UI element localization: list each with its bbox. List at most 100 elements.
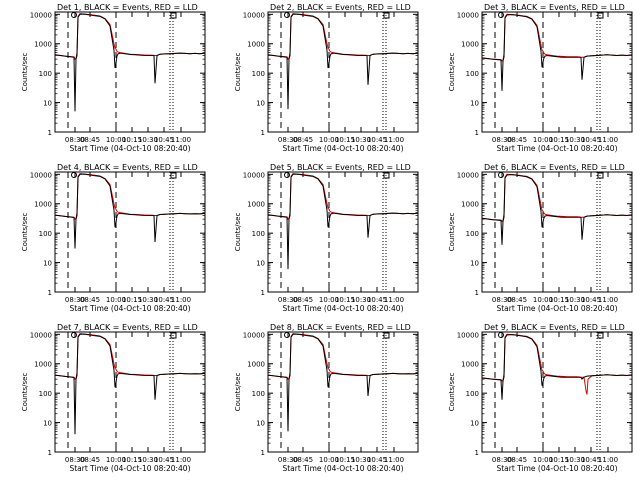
x-tick-label: 08:45 [507, 456, 527, 464]
detector-panel-3: Det 3, BLACK = Events, RED = LLD 1 10 100 10… [448, 3, 633, 153]
x-tick-label: 10:00 [319, 456, 339, 464]
y-tick-label: 1000 [247, 361, 265, 369]
y-tick-label: 100 [466, 230, 479, 238]
y-tick-label: 10000 [30, 11, 52, 19]
y-tick-label: 10 [470, 100, 479, 108]
x-axis-label: Start Time (04-Oct-10 08:20:40) [496, 144, 617, 153]
x-tick-label: 10:30 [565, 296, 585, 304]
y-tick-label: 100 [252, 230, 265, 238]
x-tick-label: 10:45 [581, 456, 601, 464]
y-tick-label: 1000 [247, 201, 265, 209]
events-series-line [481, 14, 633, 91]
y-tick-label: 100 [466, 390, 479, 398]
x-tick-label: 10:15 [335, 136, 355, 144]
panel-title: Det 8, BLACK = Events, RED = LLD [270, 323, 411, 332]
detector-panel-2: Det 2, BLACK = Events, RED = LLD 1 10 100 10… [234, 3, 419, 153]
x-axis-label: Start Time (04-Oct-10 08:20:40) [69, 304, 190, 313]
x-axis-label: Start Time (04-Oct-10 08:20:40) [282, 304, 403, 313]
x-tick-label: 08:30 [65, 136, 85, 144]
panel-title: Det 9, BLACK = Events, RED = LLD [484, 323, 625, 332]
y-tick-label: 1 [475, 129, 479, 137]
panel-title: Det 3, BLACK = Events, RED = LLD [484, 3, 625, 12]
y-tick-label: 10000 [243, 331, 265, 339]
x-tick-label: 10:15 [549, 296, 569, 304]
x-tick-label: 10:30 [351, 296, 371, 304]
state-marker-square [170, 172, 177, 179]
state-marker-open [71, 332, 77, 338]
x-tick-label: 10:30 [138, 136, 158, 144]
x-tick-label: 10:45 [367, 136, 387, 144]
x-tick-label: 10:45 [154, 456, 174, 464]
detector-panel-1: Det 1, BLACK = Events, RED = LLD 1 10 100 10… [21, 3, 206, 153]
x-tick-label: 10:15 [335, 296, 355, 304]
state-marker-open [71, 172, 77, 178]
y-tick-label: 1 [261, 449, 265, 457]
y-tick-label: 10 [470, 260, 479, 268]
y-tick-label: 1000 [461, 201, 479, 209]
detector-panel-4: Det 4, BLACK = Events, RED = LLD 1 10 100 10… [21, 163, 206, 313]
x-tick-label: 08:45 [80, 456, 100, 464]
state-marker-square [383, 332, 390, 339]
x-axis-label: Start Time (04-Oct-10 08:20:40) [69, 144, 190, 153]
state-marker-open [498, 12, 504, 18]
y-tick-label: 1000 [34, 41, 52, 49]
events-series-line [54, 173, 206, 249]
events-series-line [54, 333, 206, 435]
state-marker-square [383, 172, 390, 179]
x-tick-label: 10:45 [581, 296, 601, 304]
x-tick-label: 10:30 [138, 456, 158, 464]
panel-title: Det 2, BLACK = Events, RED = LLD [270, 3, 411, 12]
x-tick-label: 10:45 [367, 456, 387, 464]
y-tick-label: 100 [39, 390, 52, 398]
events-series-line [267, 333, 419, 432]
y-tick-label: 1 [261, 129, 265, 137]
x-tick-label: 10:45 [581, 136, 601, 144]
x-tick-label: 11:00 [598, 296, 618, 304]
plot-frame [54, 331, 206, 453]
x-tick-label: 08:45 [80, 296, 100, 304]
panel-title: Det 7, BLACK = Events, RED = LLD [57, 323, 198, 332]
detector-panel-8: Det 8, BLACK = Events, RED = LLD 1 10 100 10… [234, 323, 419, 473]
x-tick-label: 11:00 [384, 136, 404, 144]
x-tick-label: 10:00 [106, 296, 126, 304]
y-tick-label: 10 [256, 260, 265, 268]
x-tick-label: 10:15 [549, 136, 569, 144]
state-marker-square [597, 332, 604, 339]
y-axis-label: Counts/sec [234, 213, 242, 252]
x-axis-label: Start Time (04-Oct-10 08:20:40) [282, 144, 403, 153]
x-tick-label: 08:45 [293, 136, 313, 144]
state-marker-open [498, 332, 504, 338]
plot-frame [54, 11, 206, 133]
x-tick-label: 10:15 [122, 456, 142, 464]
x-tick-label: 08:30 [65, 456, 85, 464]
detector-panel-5: Det 5, BLACK = Events, RED = LLD 1 10 100 10… [234, 163, 419, 313]
state-marker-square [597, 12, 604, 19]
y-tick-label: 100 [466, 70, 479, 78]
state-marker-open [498, 172, 504, 178]
y-axis-label: Counts/sec [21, 213, 29, 252]
y-tick-label: 10 [256, 420, 265, 428]
y-tick-label: 10000 [243, 171, 265, 179]
state-marker-open [284, 332, 290, 338]
x-tick-label: 11:00 [171, 456, 191, 464]
plot-frame [481, 171, 633, 293]
x-tick-label: 10:45 [154, 136, 174, 144]
x-tick-label: 08:30 [65, 296, 85, 304]
events-series-line [267, 13, 419, 110]
x-tick-label: 08:45 [293, 456, 313, 464]
y-axis-label: Counts/sec [448, 53, 456, 92]
state-marker-open [284, 12, 290, 18]
x-tick-label: 08:45 [507, 136, 527, 144]
x-tick-label: 08:30 [492, 296, 512, 304]
x-tick-label: 08:30 [278, 136, 298, 144]
y-axis-label: Counts/sec [234, 373, 242, 412]
y-tick-label: 1 [48, 289, 52, 297]
x-tick-label: 11:00 [598, 456, 618, 464]
plot-frame [267, 11, 419, 133]
y-tick-label: 100 [39, 230, 52, 238]
x-tick-label: 11:00 [171, 296, 191, 304]
x-tick-label: 10:00 [533, 296, 553, 304]
detector-panel-9: Det 9, BLACK = Events, RED = LLD 1 10 100 10… [448, 323, 633, 473]
x-tick-label: 10:00 [319, 136, 339, 144]
